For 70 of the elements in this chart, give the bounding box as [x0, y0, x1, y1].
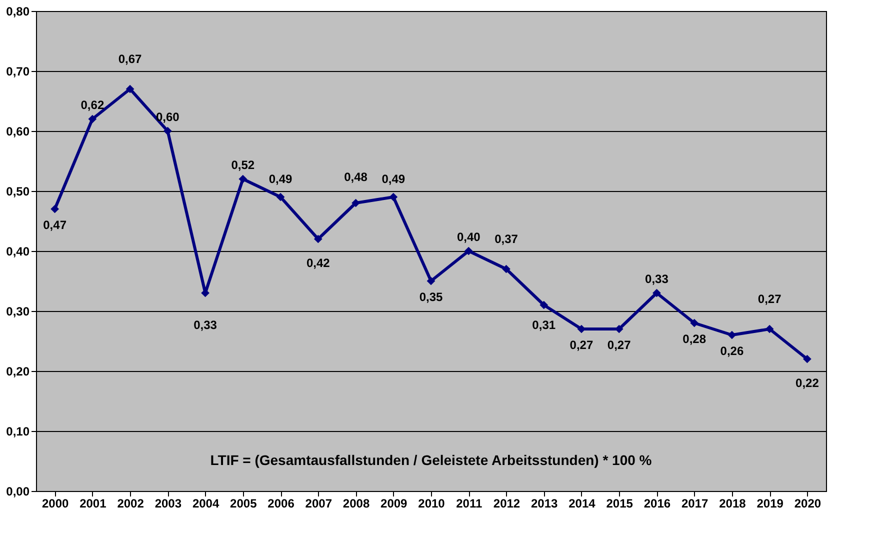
data-label: 0,31 [532, 318, 556, 332]
data-label: 0,67 [118, 52, 142, 66]
point [690, 318, 699, 328]
data-label: 0,27 [570, 338, 594, 352]
data-label: 0,62 [80, 98, 104, 112]
y-tick-label: 0,40 [6, 244, 30, 258]
x-tick-label: 2011 [456, 496, 482, 510]
x-tick-label: 2000 [42, 496, 69, 510]
x-tick-label: 2010 [418, 496, 446, 510]
x-tick-label: 2017 [681, 496, 709, 510]
x-tick-label: 2020 [794, 496, 822, 510]
point [426, 276, 436, 286]
point [389, 192, 398, 202]
point [352, 198, 360, 208]
data-label: 0,52 [231, 158, 255, 172]
y-tick-label: 0,70 [6, 64, 30, 78]
x-tick-label: 2001 [80, 496, 107, 510]
point [540, 300, 548, 310]
point [652, 288, 661, 298]
data-label: 0,37 [494, 232, 518, 246]
point [276, 192, 285, 202]
data-label: 0,22 [796, 376, 820, 390]
y-tick-label: 0,10 [6, 424, 30, 438]
point [765, 324, 774, 334]
data-label: 0,28 [682, 332, 706, 346]
x-tick-label: 2019 [756, 496, 784, 510]
point [238, 174, 248, 184]
x-tick-label: 2018 [719, 496, 746, 510]
data-label: 0,26 [720, 344, 744, 358]
data-label: 0,42 [306, 256, 330, 270]
data-label: 0,27 [758, 292, 782, 306]
x-tick-label: 2006 [268, 496, 295, 510]
data-label: 0,35 [419, 290, 443, 304]
point [126, 84, 134, 94]
data-label: 0,49 [382, 172, 406, 186]
y-tick-label: 0,60 [6, 124, 30, 138]
y-tick-label: 0,50 [6, 184, 30, 198]
x-tick-label: 2015 [606, 496, 634, 510]
data-label: 0,48 [344, 170, 368, 184]
x-tick-label: 2005 [230, 496, 258, 510]
x-tick-label: 2009 [380, 496, 408, 510]
annotation: LTIF = (Gesamtausfallstunden / Geleistete Arbeitsstunden) * 100 % [210, 452, 652, 468]
x-tick-label: 2002 [117, 496, 144, 510]
data-label: 0,49 [268, 172, 293, 186]
x-tick-label: 2008 [342, 496, 370, 510]
data-label: 0,33 [194, 318, 218, 332]
point [502, 264, 510, 274]
y-tick-label: 0,00 [6, 484, 30, 498]
x-tick-label: 2007 [305, 496, 332, 510]
y-tick-label: 0,30 [6, 304, 30, 318]
data-label: 0,27 [607, 338, 632, 352]
x-tick-label: 2004 [192, 496, 220, 510]
point [728, 330, 736, 340]
x-tick-label: 2016 [644, 496, 671, 510]
y-tick-label: 0,20 [6, 364, 30, 378]
point [163, 126, 172, 136]
data-label: 0,40 [456, 230, 481, 244]
x-tick-label: 2003 [154, 496, 182, 510]
point [464, 246, 473, 256]
data-label: 0,47 [43, 218, 67, 232]
point [88, 114, 97, 124]
x-tick-label: 2013 [531, 496, 558, 510]
point [803, 354, 812, 364]
y-tick-label: 0,80 [6, 4, 30, 18]
data-label: 0,33 [645, 272, 669, 286]
x-tick-label: 2014 [568, 496, 596, 510]
data-label: 0,60 [156, 110, 180, 124]
point [314, 234, 322, 244]
point [50, 204, 59, 214]
x-tick-label: 2012 [493, 496, 520, 510]
